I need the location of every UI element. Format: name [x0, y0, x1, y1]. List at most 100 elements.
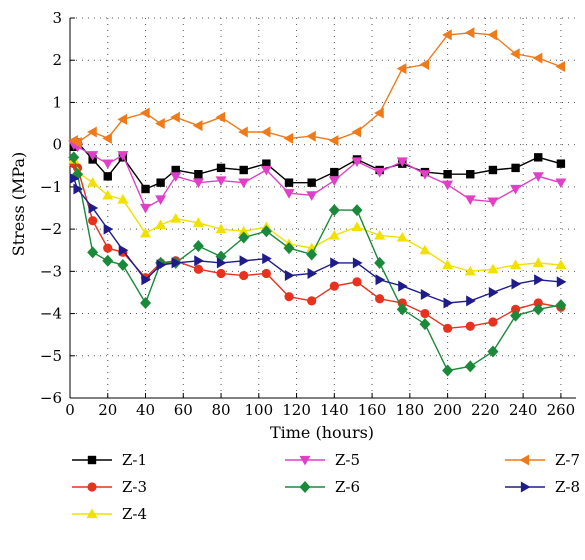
data-point-z-7	[328, 134, 339, 146]
data-point-z-4	[510, 259, 522, 270]
data-point-z-3	[488, 317, 498, 327]
data-point-z-8	[69, 172, 80, 184]
data-point-z-5	[328, 176, 340, 187]
legend: Z-1 Z-3 Z-4 Z-5 Z-6 Z-7 Z-8	[72, 451, 580, 523]
data-point-z-8	[118, 244, 129, 256]
data-point-z-7	[396, 63, 407, 75]
data-point-z-5	[442, 180, 454, 191]
data-point-z-1	[534, 153, 543, 162]
series-line-z-5	[73, 144, 562, 209]
series-line-z-8	[73, 178, 561, 304]
data-point-z-4	[442, 259, 454, 270]
legend-marker-z-7	[519, 454, 530, 466]
data-point-z-5	[487, 197, 499, 208]
data-point-z-8	[420, 289, 431, 301]
legend-label-z-1: Z-1	[122, 451, 147, 469]
data-point-z-8	[88, 202, 99, 214]
data-point-z-7	[306, 130, 316, 142]
data-point-z-5	[283, 189, 295, 199]
data-point-z-4	[117, 194, 129, 204]
x-tick-label: 180	[396, 401, 425, 419]
data-point-z-3	[510, 304, 521, 314]
data-point-z-4	[140, 227, 152, 238]
data-point-z-1	[284, 178, 294, 187]
legend-item-z-5: Z-5	[285, 451, 360, 469]
data-point-z-3	[261, 268, 271, 279]
data-point-z-1	[488, 165, 498, 175]
data-point-z-6	[68, 151, 80, 164]
data-point-z-6	[396, 303, 408, 316]
data-point-z-3	[88, 216, 98, 226]
data-point-z-5	[170, 172, 182, 182]
data-point-z-7	[555, 61, 566, 73]
series-line-z-1	[73, 141, 562, 190]
data-point-z-6	[532, 303, 544, 316]
data-point-z-4	[351, 221, 363, 232]
data-point-z-6	[442, 364, 454, 377]
y-tick-label: −5	[40, 347, 62, 365]
legend-item-z-8: Z-8	[505, 478, 580, 496]
data-point-z-4	[396, 232, 408, 242]
data-point-z-3	[375, 294, 385, 304]
data-point-z-7	[442, 29, 452, 41]
data-point-z-7	[351, 126, 362, 138]
x-tick-label: 200	[433, 401, 462, 419]
data-point-z-6	[140, 297, 152, 309]
series-layer	[68, 27, 567, 377]
data-point-z-7	[155, 118, 165, 130]
data-point-z-5	[351, 157, 363, 168]
data-point-z-8	[141, 274, 152, 286]
data-point-z-5	[374, 167, 386, 178]
data-point-z-3	[465, 321, 475, 331]
data-point-z-8	[284, 270, 295, 282]
legend-label-z-3: Z-3	[122, 478, 147, 496]
data-point-z-3	[103, 243, 113, 253]
data-point-z-6	[328, 204, 340, 217]
data-point-z-8	[466, 295, 476, 307]
data-point-z-5	[192, 178, 204, 189]
data-point-z-6	[351, 204, 363, 217]
x-tick-label: 0	[65, 401, 75, 419]
data-point-z-3	[443, 323, 453, 333]
y-tick-label: 0	[52, 136, 62, 154]
data-point-z-6	[487, 345, 499, 358]
data-point-z-7	[487, 29, 498, 41]
data-point-z-4	[238, 225, 250, 236]
data-point-z-4	[328, 229, 340, 240]
data-point-z-4	[102, 189, 114, 200]
data-point-z-7	[87, 126, 97, 138]
data-point-z-3	[284, 292, 294, 302]
data-point-z-4	[192, 217, 204, 227]
data-point-z-7	[215, 111, 226, 123]
legend-marker-z-3	[87, 482, 97, 492]
data-point-z-7	[72, 137, 82, 149]
data-point-z-7	[283, 132, 294, 144]
legend-item-z-4: Z-4	[72, 505, 147, 523]
data-point-z-5	[140, 203, 152, 214]
data-point-z-1	[156, 178, 165, 187]
data-point-z-3	[216, 268, 226, 279]
data-point-z-6	[510, 309, 522, 322]
x-tick-label: 20	[98, 401, 117, 419]
data-point-z-4	[155, 219, 167, 230]
data-point-z-5	[155, 195, 167, 206]
data-point-z-3	[329, 281, 339, 291]
data-point-z-6	[306, 248, 318, 261]
data-point-z-8	[556, 276, 567, 288]
data-point-z-6	[374, 256, 386, 269]
data-point-z-8	[511, 278, 522, 290]
data-point-z-3	[420, 308, 430, 319]
legend-item-z-1: Z-1	[72, 451, 147, 469]
series-z-8	[69, 172, 567, 309]
data-point-z-5	[396, 157, 408, 168]
data-point-z-8	[194, 255, 204, 267]
x-tick-label: 140	[320, 401, 349, 419]
legend-marker-z-5	[299, 455, 311, 466]
data-point-z-8	[156, 259, 167, 271]
data-point-z-5	[510, 184, 522, 195]
data-point-z-6	[102, 254, 114, 267]
data-point-z-3	[193, 264, 203, 274]
x-tick-label: 260	[547, 401, 576, 419]
